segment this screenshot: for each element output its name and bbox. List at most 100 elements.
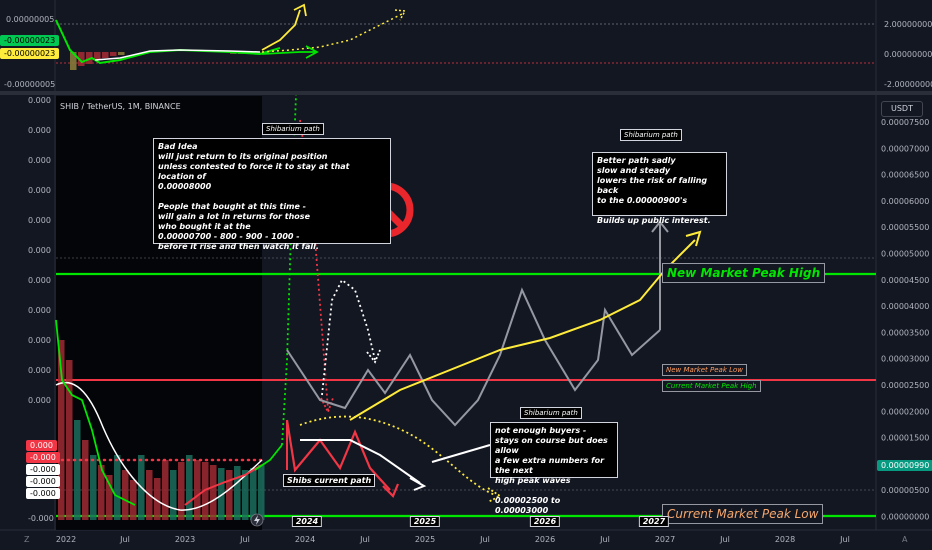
time-axis-label: 2026: [534, 535, 556, 544]
osc-histogram-bar: [70, 52, 77, 70]
pane-separator[interactable]: [0, 91, 932, 95]
lightning-icon[interactable]: [250, 513, 264, 527]
osc-axis-top: 2.00000000: [884, 20, 932, 29]
time-axis-label: Jul: [240, 535, 250, 544]
osc-yellow-path: [261, 9, 301, 51]
osc-histogram-bar: [78, 52, 85, 66]
candle-bar: [90, 455, 97, 520]
time-axis-label: Jul: [720, 535, 730, 544]
left-axis-label: 0.000: [28, 366, 51, 375]
price-axis-label: 0.00004500: [881, 276, 929, 285]
left-axis-label: 0.000: [28, 156, 51, 165]
candle-bar: [114, 455, 121, 520]
time-axis-label: Jul: [600, 535, 610, 544]
osc-white-line: [94, 49, 261, 61]
candle-bar: [210, 465, 217, 520]
not-enough-buyers-note[interactable]: not enough buyers - stays on course but …: [490, 422, 618, 515]
candle-bar: [106, 475, 113, 520]
bad-idea-note[interactable]: Bad Idea will just return to its origina…: [153, 138, 391, 251]
shibarium-gray-path: [286, 287, 661, 427]
red-current-path: [285, 419, 391, 491]
new-market-peak-high-label[interactable]: New Market Peak High: [662, 263, 826, 283]
osc-left-axis-top: 0.00000005: [6, 15, 55, 24]
moving-average-white: [55, 381, 263, 511]
candle-bar: [178, 462, 185, 520]
candle-bar: [82, 440, 89, 520]
time-axis-label: 2028: [774, 535, 796, 544]
price-axis-label: 0.00002500: [881, 381, 929, 390]
osc-histogram-bar: [110, 52, 117, 56]
better-path-note[interactable]: Better path sadly slow and steady lowers…: [592, 152, 727, 225]
osc-yellow-badge: -0.00000023: [0, 48, 60, 59]
left-axis-label: 0.000: [28, 396, 51, 405]
new-market-peak-low-label[interactable]: New Market Peak Low: [662, 364, 748, 376]
auto-scale-button[interactable]: A: [902, 535, 908, 544]
current-price-badge: 0.00000990: [877, 460, 932, 471]
time-axis-label: 2023: [174, 535, 196, 544]
osc-green-line: [55, 19, 281, 65]
osc-axis-mid: 0.00000000: [884, 50, 932, 59]
yellow-dotted-curve: [299, 415, 496, 496]
candle-bar: [130, 480, 137, 520]
candle-bar: [242, 470, 249, 520]
yellow-better-path: [349, 239, 696, 421]
osc-green-arrowhead: [305, 45, 319, 59]
red-indicator-line: [184, 464, 263, 506]
candle-bar: [234, 466, 241, 520]
red-path-arrowhead: [382, 483, 400, 498]
time-axis-label: Jul: [120, 535, 130, 544]
price-axis-label: 0.00003500: [881, 328, 929, 337]
candle-bar: [186, 455, 193, 520]
candle-bar: [194, 460, 201, 520]
price-axis-label: 0.00004000: [881, 302, 929, 311]
candle-bar: [218, 468, 225, 520]
current-market-peak-high-label[interactable]: Current Market Peak High: [662, 380, 761, 392]
white-current-path: [300, 439, 421, 484]
candle-bar: [122, 470, 129, 520]
time-axis-label: Jul: [840, 535, 850, 544]
candle-bar: [258, 465, 265, 520]
gray-arrowhead: [651, 220, 669, 233]
year-box-2027: 2027: [638, 516, 670, 527]
left-axis-label: 0.000: [28, 336, 51, 345]
current-market-peak-low-label[interactable]: Current Market Peak Low: [662, 504, 824, 524]
yellow-dotted-arrowhead: [487, 487, 502, 503]
left-red-badge-2: -0.000: [26, 452, 60, 463]
left-axis-label: 0.000: [28, 96, 51, 105]
price-axis-label: 0.00000000: [881, 513, 929, 522]
price-axis-label: 0.00006000: [881, 197, 929, 206]
shibarium-tag-3[interactable]: Shibarium path: [520, 407, 582, 419]
left-price-axis[interactable]: 0.000 0.000 0.000 0.000 0.000 0.000 0.000 0.000…: [28, 96, 54, 523]
price-axis-label: 0.00001500: [881, 434, 929, 443]
left-white-badge-3: -0.000: [26, 488, 60, 499]
price-axis-label: 0.00003000: [881, 355, 929, 364]
oscillator-pane: [55, 3, 876, 70]
osc-green-badge: -0.00000023: [0, 35, 60, 46]
currency-button[interactable]: USDT: [881, 101, 923, 117]
annotation-pointer-line: [431, 444, 491, 463]
left-axis-label: 0.000: [28, 186, 51, 195]
green-rise-line: [254, 444, 283, 471]
left-axis-label: 0.000: [28, 216, 51, 225]
shibs-current-path-tag[interactable]: Shibs current path: [283, 474, 376, 487]
shibarium-tag-2[interactable]: Shibarium path: [620, 129, 682, 141]
price-axis-label: 0.00007000: [881, 144, 929, 153]
osc-yellow-arrowhead: [293, 3, 307, 17]
shibarium-tag-1[interactable]: Shibarium path: [262, 123, 324, 135]
left-red-badge: 0.000: [26, 440, 57, 451]
z-button[interactable]: Z: [24, 535, 30, 544]
time-axis-label: 2027: [654, 535, 676, 544]
time-axis-label: Jul: [480, 535, 490, 544]
candle-bar: [162, 460, 169, 520]
candle-bar: [226, 470, 233, 520]
white-path-arrowhead: [409, 477, 427, 491]
time-axis-label: 2024: [294, 535, 316, 544]
osc-histogram-bar: [94, 52, 101, 60]
time-axis-label: 2025: [414, 535, 436, 544]
osc-histogram-bar: [118, 52, 125, 55]
osc-left-axis-bottom: -0.00000005: [4, 80, 56, 89]
osc-yellow-dotted-arrowhead: [394, 9, 407, 21]
price-axis-label: 0.00000500: [881, 486, 929, 495]
white-dotted-arrowhead: [366, 349, 381, 364]
price-axis-label: 0.00002000: [881, 407, 929, 416]
